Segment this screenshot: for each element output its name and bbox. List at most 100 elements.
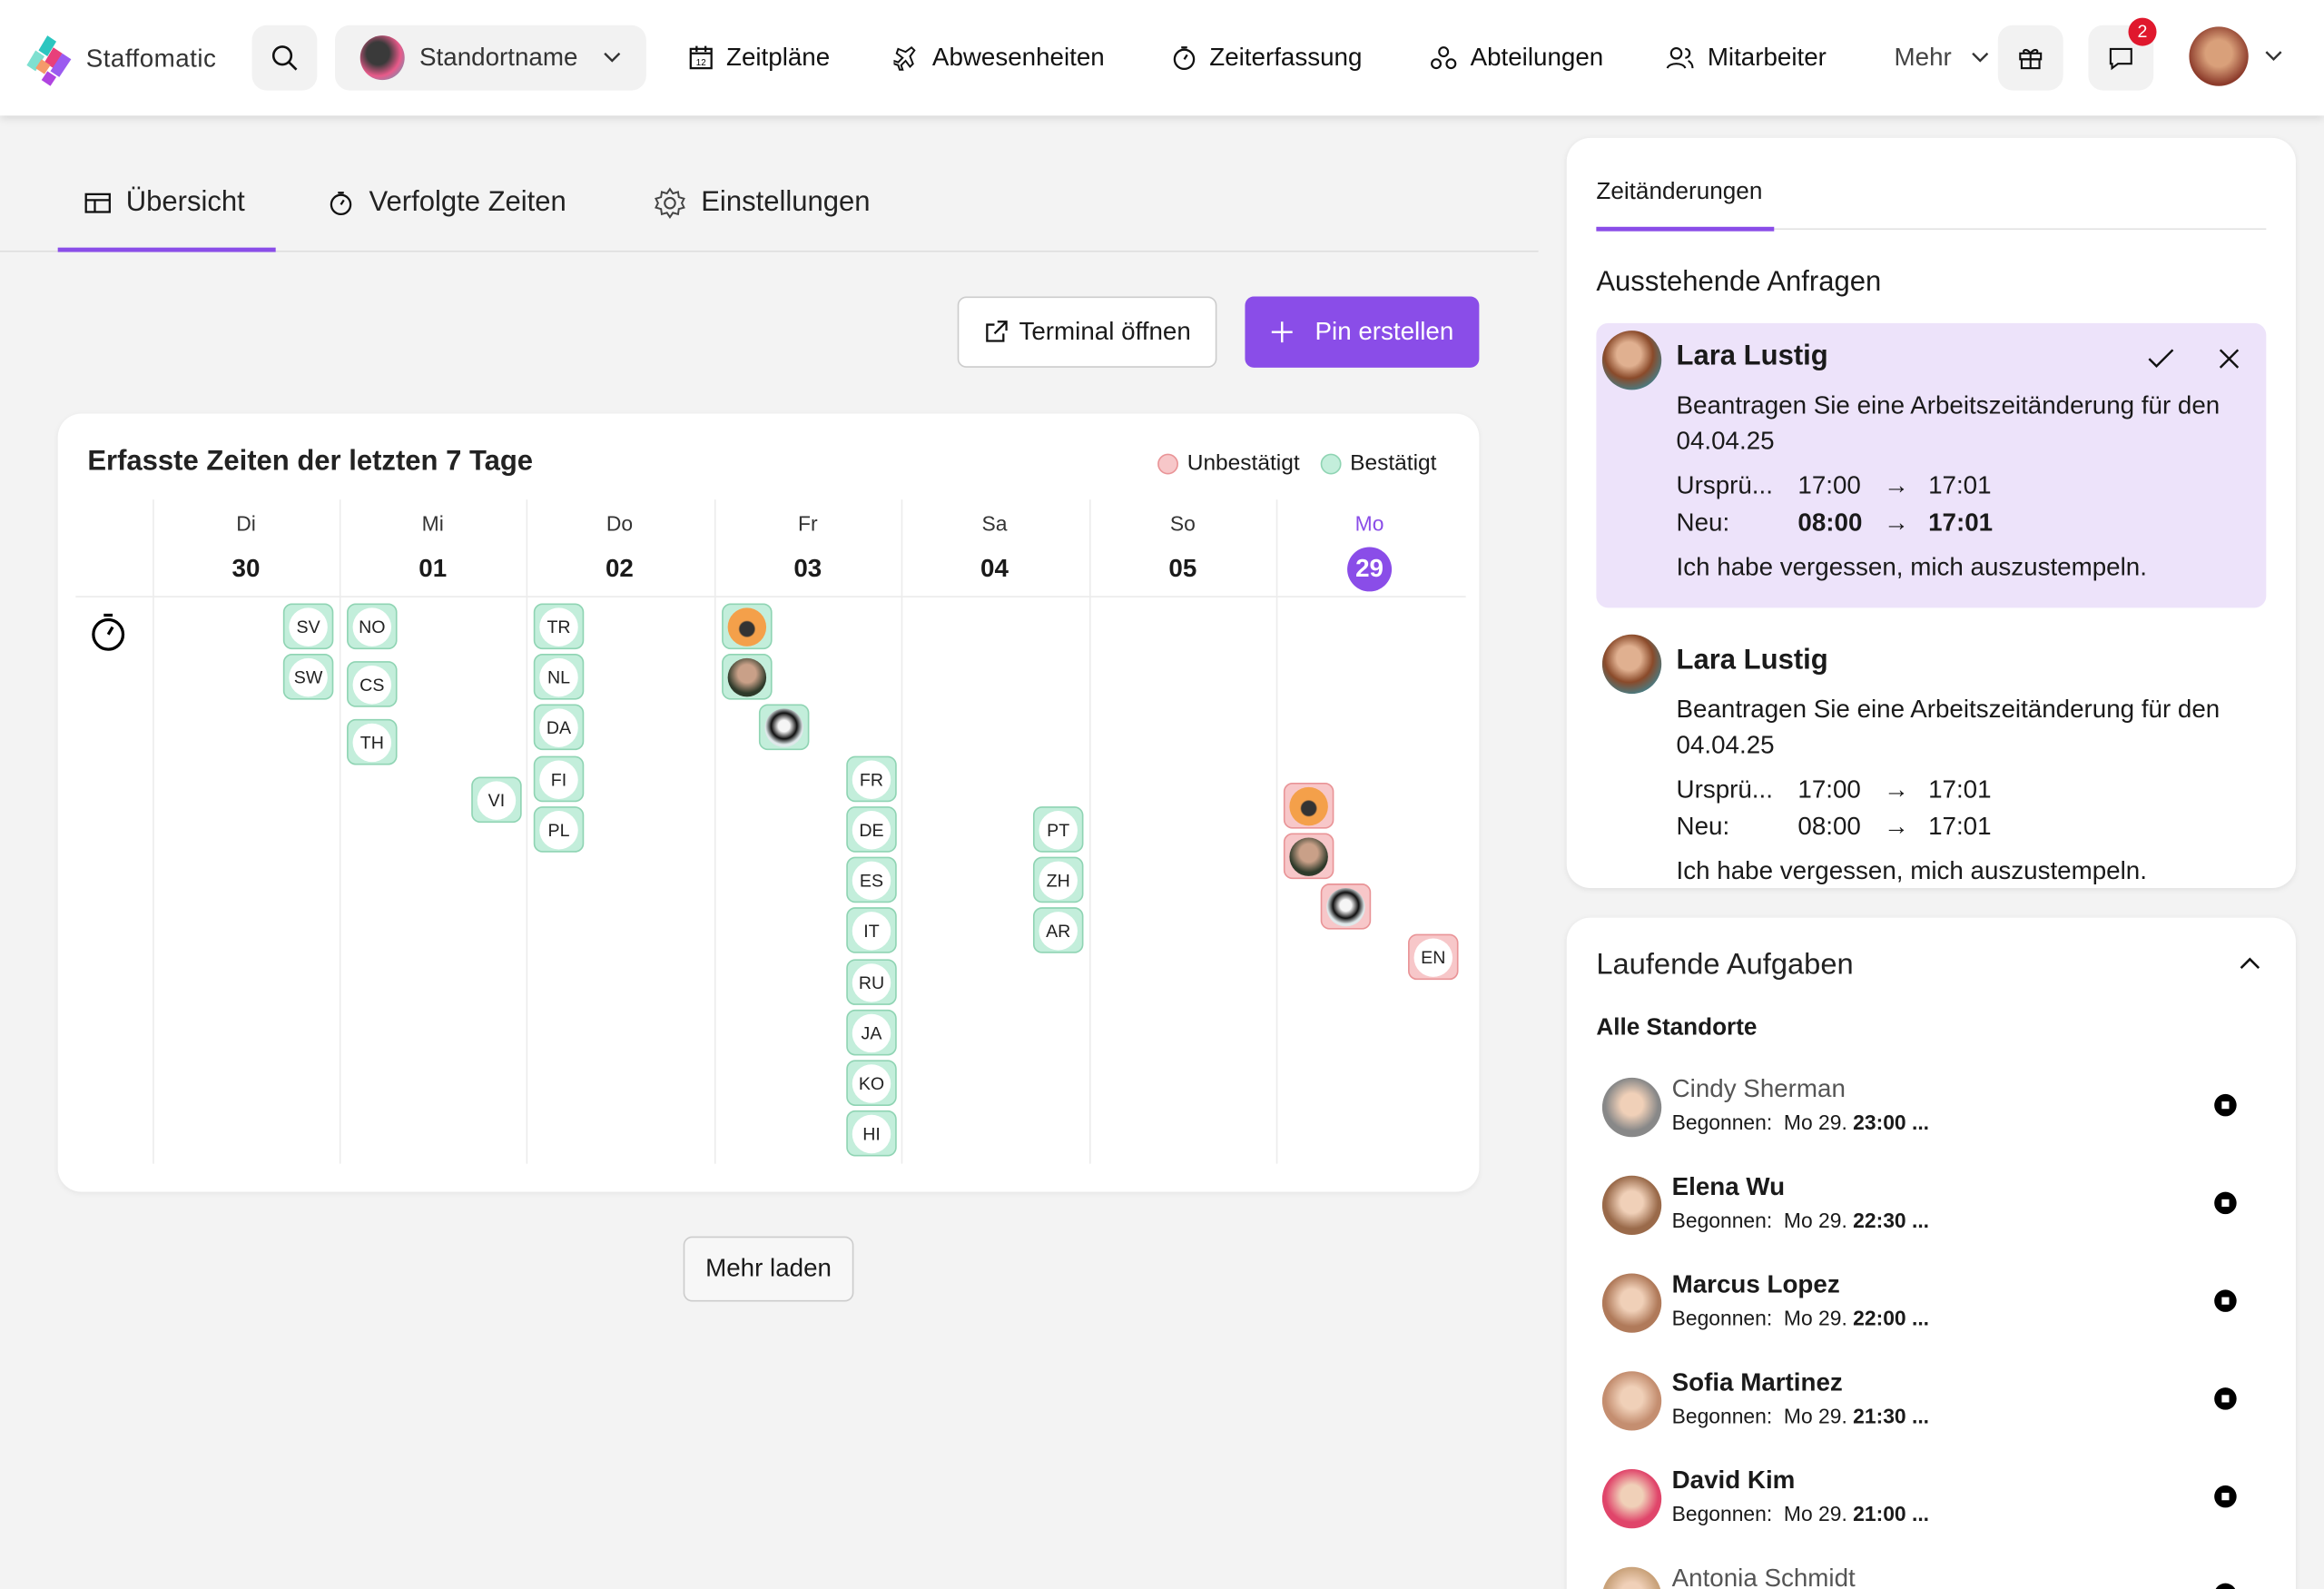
employee-avatar xyxy=(1326,887,1365,926)
user-menu[interactable] xyxy=(2189,26,2283,86)
nav-zeiterfassung[interactable]: Zeiterfassung xyxy=(1171,43,1362,73)
arrow-right-icon: → xyxy=(1884,775,1909,804)
time-entry-chip[interactable]: DA xyxy=(533,704,585,751)
gift-button[interactable] xyxy=(1997,25,2063,91)
tab-bar: Übersicht Verfolgte Zeiten Einstellungen xyxy=(0,160,1539,252)
location-selector[interactable]: Standortname xyxy=(334,25,646,91)
employee-initials: PL xyxy=(539,810,578,849)
day-name: Fr xyxy=(798,511,818,536)
employee-name: Marcus Lopez xyxy=(1671,1270,1840,1299)
original-times: Ursprü... 17:00 → 17:01 xyxy=(1677,775,1992,805)
column-divider xyxy=(526,499,528,1164)
time-entry-chip[interactable]: ES xyxy=(846,856,897,903)
user-avatar xyxy=(2189,26,2249,86)
approve-check-icon[interactable] xyxy=(2148,349,2174,370)
stop-task-button[interactable] xyxy=(2214,1387,2237,1410)
nav-label: Mitarbeiter xyxy=(1707,43,1827,72)
time-entry-chip[interactable]: FI xyxy=(533,755,585,803)
employee-initials: DE xyxy=(852,810,891,849)
gear-icon xyxy=(655,187,685,219)
time-entry-chip[interactable]: PL xyxy=(533,806,585,853)
nav-mitarbeiter[interactable]: Mitarbeiter xyxy=(1666,43,1827,73)
original-from: 17:00 xyxy=(1797,471,1861,500)
employee-initials: AR xyxy=(1039,911,1078,950)
stop-task-button[interactable] xyxy=(2214,1583,2237,1589)
time-entry-chip[interactable]: HI xyxy=(846,1110,897,1157)
stop-icon xyxy=(2221,1493,2230,1501)
open-terminal-button[interactable]: Terminal öffnen xyxy=(957,296,1217,368)
running-task-item[interactable]: Elena Wu Begonnen: Mo 29. 22:30 ... xyxy=(1596,1172,2266,1261)
tab-label: Einstellungen xyxy=(701,186,871,218)
employee-initials: TH xyxy=(352,722,392,762)
started-time: 23:00 ... xyxy=(1853,1110,1930,1134)
time-entry-chip[interactable] xyxy=(722,603,773,650)
time-entry-chip[interactable]: ZH xyxy=(1032,856,1084,903)
time-entry-chip[interactable]: AR xyxy=(1032,907,1084,953)
nav-abteilungen[interactable]: Abteilungen xyxy=(1429,43,1603,73)
time-entry-chip[interactable] xyxy=(1283,833,1334,880)
time-entry-chip[interactable]: SV xyxy=(282,603,334,650)
staffomatic-logo-icon xyxy=(26,35,72,86)
time-entry-chip[interactable] xyxy=(1283,783,1334,829)
nav-label: Zeitpläne xyxy=(725,43,831,72)
running-task-item[interactable]: Marcus Lopez Begonnen: Mo 29. 22:00 ... xyxy=(1596,1270,2266,1359)
time-entry-chip[interactable] xyxy=(722,653,773,700)
time-entry-chip[interactable]: DE xyxy=(846,806,897,853)
load-more-label: Mehr laden xyxy=(705,1254,832,1283)
employee-name: Elena Wu xyxy=(1671,1172,1786,1201)
running-task-item[interactable]: Sofia Martinez Begonnen: Mo 29. 21:30 ..… xyxy=(1596,1368,2266,1457)
time-entry-chip[interactable]: FR xyxy=(846,755,897,803)
reject-close-icon[interactable] xyxy=(2219,349,2240,370)
stopwatch-icon xyxy=(330,192,352,216)
time-entry-chip[interactable]: IT xyxy=(846,907,897,953)
nav-abwesenheiten[interactable]: Abwesenheiten xyxy=(893,43,1105,73)
time-entry-chip[interactable]: KO xyxy=(846,1060,897,1106)
column-divider xyxy=(714,499,716,1164)
running-task-item[interactable]: David Kim Begonnen: Mo 29. 21:00 ... xyxy=(1596,1466,2266,1555)
brand-logo[interactable]: Staffomatic xyxy=(26,33,216,86)
time-entry-chip[interactable]: TH xyxy=(347,718,398,765)
tab-zeitaenderungen[interactable]: Zeitänderungen xyxy=(1596,179,1763,205)
search-button[interactable] xyxy=(251,25,318,91)
day-date: 30 xyxy=(231,554,261,583)
time-entry-chip[interactable]: RU xyxy=(846,959,897,1005)
stop-task-button[interactable] xyxy=(2214,1191,2237,1215)
load-more-button[interactable]: Mehr laden xyxy=(683,1236,854,1302)
time-entry-chip[interactable]: NL xyxy=(533,653,585,700)
started-day: Mo 29. xyxy=(1783,1208,1847,1232)
new-to: 17:01 xyxy=(1928,508,1994,538)
location-name: Standortname xyxy=(419,43,578,72)
time-entry-chip[interactable] xyxy=(1320,883,1372,930)
time-entry-chip[interactable]: NO xyxy=(347,603,398,650)
legend-confirmed: Bestätigt xyxy=(1350,450,1437,477)
time-entry-chip[interactable]: CS xyxy=(347,661,398,707)
stop-task-button[interactable] xyxy=(2214,1485,2237,1508)
stop-task-button[interactable] xyxy=(2214,1289,2237,1312)
stop-task-button[interactable] xyxy=(2214,1093,2237,1117)
plane-icon xyxy=(893,45,916,71)
chevron-up-icon[interactable] xyxy=(2238,954,2261,972)
day-date: 29 xyxy=(1347,547,1393,592)
employee-initials: IT xyxy=(852,911,891,950)
day-name: Do xyxy=(606,511,634,536)
create-pin-button[interactable]: Pin erstellen xyxy=(1245,296,1480,368)
time-entry-chip[interactable]: PT xyxy=(1032,806,1084,853)
stop-icon xyxy=(2221,1199,2230,1207)
original-label: Ursprü... xyxy=(1676,775,1773,804)
running-task-item[interactable]: Antonia Schmidt xyxy=(1596,1564,2266,1589)
tab-uebersicht[interactable]: Übersicht xyxy=(84,187,245,220)
time-entry-chip[interactable]: VI xyxy=(471,776,522,824)
time-entry-chip[interactable]: SW xyxy=(282,653,334,700)
nav-zeitplaene[interactable]: 12 Zeitpläne xyxy=(688,43,831,73)
employee-avatar xyxy=(1601,1077,1662,1138)
time-entry-chip[interactable]: TR xyxy=(533,603,585,650)
time-entry-chip[interactable]: JA xyxy=(846,1009,897,1056)
time-entry-chip[interactable] xyxy=(758,704,810,751)
nav-more[interactable]: Mehr xyxy=(1895,43,1991,73)
running-task-item[interactable]: Cindy Sherman Begonnen: Mo 29. 23:00 ... xyxy=(1596,1075,2266,1164)
tab-verfolgte-zeiten[interactable]: Verfolgte Zeiten xyxy=(328,187,566,220)
original-label: Ursprü... xyxy=(1676,471,1773,500)
requester-avatar xyxy=(1601,634,1662,695)
time-entry-chip[interactable]: EN xyxy=(1408,933,1459,981)
tab-einstellungen[interactable]: Einstellungen xyxy=(654,187,871,220)
